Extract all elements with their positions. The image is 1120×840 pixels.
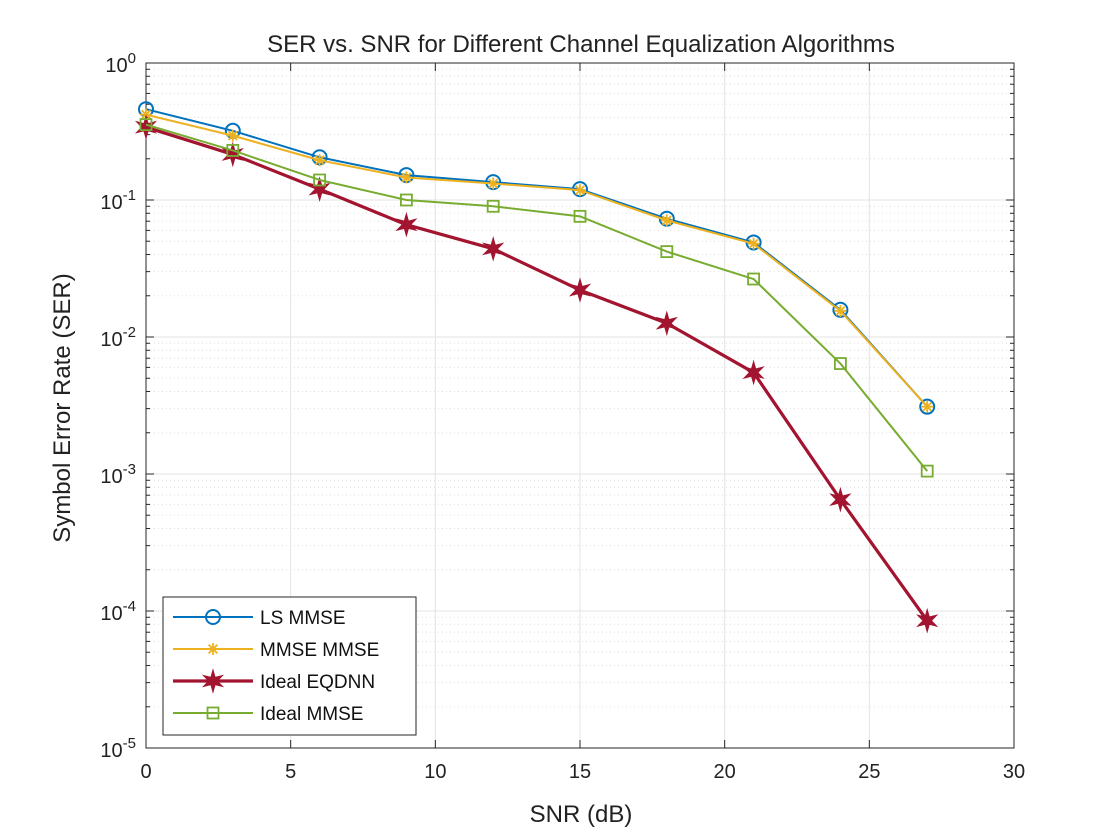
marker-stroke — [208, 644, 218, 654]
marker-asterisk — [660, 214, 673, 227]
marker-asterisk — [574, 184, 586, 197]
marker-square — [486, 199, 500, 213]
x-tick-label: 5 — [285, 761, 296, 783]
marker-asterisk — [400, 171, 413, 184]
y-tick-label: 10-5 — [100, 735, 136, 762]
marker-square — [313, 173, 327, 187]
x-tick-label: 0 — [140, 761, 151, 783]
marker-stroke — [314, 155, 325, 166]
marker-square — [139, 118, 153, 132]
marker-square — [834, 357, 847, 370]
marker-asterisk — [313, 154, 326, 167]
series-line — [145, 123, 928, 472]
legend-label: MMSE MMSE — [260, 640, 379, 661]
legend-entry: Ideal EQDNN — [173, 668, 375, 694]
y-tick-label: 10-2 — [100, 324, 136, 351]
marker-hexagram — [829, 486, 852, 513]
x-tick-label: 15 — [569, 761, 591, 783]
marker-hexagram — [568, 277, 592, 303]
marker-stroke — [227, 130, 238, 141]
marker-hexagram — [482, 236, 505, 262]
marker-asterisk — [226, 129, 239, 142]
marker-square — [226, 144, 240, 157]
x-axis-label: SNR (dB) — [530, 801, 633, 828]
x-tick-label: 25 — [858, 761, 880, 783]
marker-square — [206, 706, 220, 720]
marker-stroke — [922, 401, 933, 412]
marker-hexagram — [395, 211, 418, 238]
marker-square — [399, 193, 413, 207]
marker-stroke — [488, 178, 499, 189]
series-line — [145, 113, 928, 408]
legend-entry: MMSE MMSE — [173, 640, 379, 661]
marker-stroke — [748, 238, 759, 249]
marker-asterisk — [207, 643, 219, 655]
marker-hexagram — [134, 114, 158, 141]
marker-asterisk — [921, 400, 934, 413]
marker-circle — [205, 609, 221, 625]
y-tick-label: 10-3 — [100, 461, 136, 488]
legend-label: LS MMSE — [260, 608, 346, 629]
y-axis-label: Symbol Error Rate (SER) — [49, 273, 76, 542]
x-tick-label: 30 — [1003, 761, 1025, 783]
chart-title: SER vs. SNR for Different Channel Equali… — [267, 31, 895, 58]
x-tick-label: 10 — [424, 761, 446, 783]
series-line — [145, 125, 929, 622]
legend-entry: Ideal MMSE — [173, 704, 363, 725]
marker-stroke — [661, 215, 672, 226]
axes: 0 5 10 15 20 25 30 100 10-1 10-2 10-3 10-4 10-5 — [100, 50, 1025, 783]
marker-asterisk — [747, 237, 760, 250]
legend-entry: LS MMSE — [173, 608, 346, 629]
y-tick-label: 100 — [105, 50, 136, 77]
marker-hexagram — [916, 607, 939, 634]
marker-square — [920, 464, 934, 478]
marker-hexagram — [308, 176, 331, 202]
marker-hexagram — [201, 668, 225, 694]
marker-asterisk — [834, 304, 847, 317]
marker-stroke — [575, 185, 585, 196]
marker-stroke — [401, 172, 412, 183]
legend: LS MMSE MMSE MMSE Ideal EQDNN Ideal MMSE — [162, 596, 417, 736]
marker-hexagram — [655, 310, 678, 337]
y-tick-label: 10-1 — [100, 187, 136, 214]
legend-label: Ideal MMSE — [260, 704, 363, 725]
marker-stroke — [835, 305, 846, 316]
marker-hexagram — [742, 359, 765, 386]
marker-circle — [919, 398, 936, 415]
marker-square — [660, 245, 674, 259]
series-ideal-mmse — [139, 118, 934, 478]
marker-asterisk — [487, 177, 500, 190]
series-ideal-eqdnn — [134, 114, 939, 634]
y-tick-label: 10-4 — [100, 598, 136, 625]
series-lines — [134, 101, 939, 634]
marker-square — [747, 272, 760, 286]
marker-hexagram — [221, 141, 244, 168]
marker-square — [573, 209, 587, 223]
legend-label: Ideal EQDNN — [260, 672, 375, 693]
x-tick-label: 20 — [714, 761, 736, 783]
